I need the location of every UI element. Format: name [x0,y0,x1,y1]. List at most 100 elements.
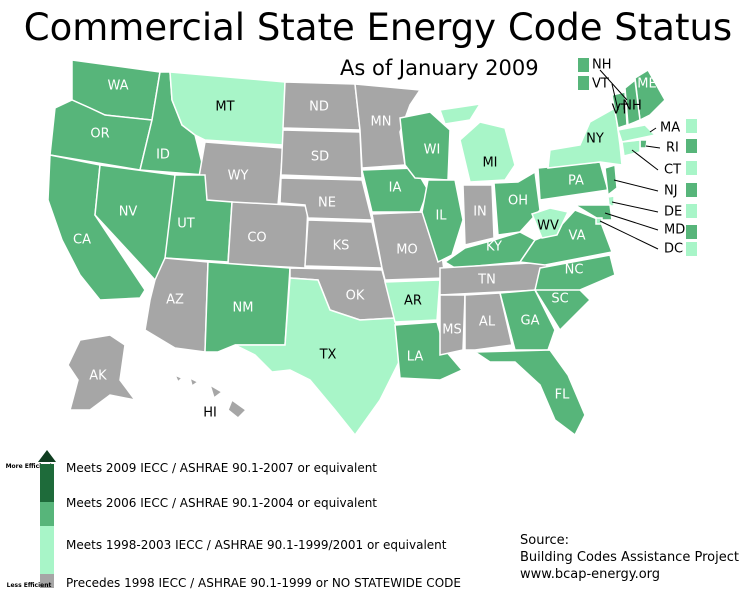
state-label-pa: PA [568,174,584,189]
state-label-ne: NE [318,196,336,211]
state-label-ca: CA [73,233,91,248]
state-label-vt: VT [612,103,629,118]
state-label-id: ID [156,148,170,163]
state-ar [384,279,441,323]
state-label-or: OR [90,127,109,142]
state-fl [472,349,586,437]
state-dc [595,217,603,225]
state-label-wa: WA [107,79,128,94]
state-label-ak: AK [89,369,107,384]
callout-swatch-ri [686,139,697,153]
callout-line-dc [599,220,659,250]
state-label-ny: NY [586,132,604,147]
state-label-nh: NH [622,99,642,114]
state-label-sd: SD [311,150,329,165]
state-label-fl: FL [555,388,570,403]
state-md [572,204,613,221]
less-efficient-label: Less Efficient [6,582,52,589]
state-label-in: IN [473,205,487,220]
state-label-ga: GA [521,314,540,329]
state-hi [173,373,248,420]
state-label-va: VA [569,229,586,244]
callout-swatch-ct [686,161,697,175]
legend-item-2009: Meets 2009 IECC / ASHRAE 90.1-2007 or eq… [66,461,378,475]
callout-line-md [604,212,659,231]
callout-line-ct [631,149,659,171]
state-label-mi: MI [482,156,497,171]
state-label-ut: UT [177,217,195,232]
more-efficient-label: More Efficient [5,463,53,470]
state-nc [534,254,616,291]
state-va [518,209,614,266]
legend-swatch-pre [40,574,54,588]
state-ms [439,294,466,356]
map-subtitle: As of January 2009 [340,56,539,80]
callout-swatch-dc [686,242,697,256]
state-label-ks: KS [333,239,350,254]
state-ny [547,106,623,169]
state-de [607,195,615,207]
state-label-wv: WV [537,219,559,234]
callout-line-ma [649,127,657,133]
legend-item-2006: Meets 2006 IECC / ASHRAE 90.1-2004 or eq… [66,496,378,510]
state-label-ok: OK [346,289,365,304]
legend-swatch-2006 [40,502,54,526]
state-label-co: CO [247,231,266,246]
state-label-nd: ND [309,100,329,115]
state-label-mo: MO [396,243,417,258]
callout-line-vt [611,83,619,111]
callout-swatch-vt [578,76,589,90]
legend-swatch-2009 [40,464,54,502]
state-label-hi: HI [203,406,217,421]
callout-label-ri: RI [666,141,679,156]
callout-swatch-md [686,225,697,239]
state-sd [280,129,363,179]
callout-label-de: DE [664,205,682,220]
callout-label-ma: MA [660,121,680,136]
state-label-nm: NM [233,301,254,316]
state-label-nv: NV [119,205,138,220]
legend-item-1998: Meets 1998-2003 IECC / ASHRAE 90.1-1999/… [66,538,447,552]
state-label-sc: SC [551,292,568,307]
legend-swatch-1998 [40,526,54,574]
state-co [227,201,309,269]
callout-label-ct: CT [664,163,681,178]
state-wv [530,207,570,239]
callout-swatch-nj [686,183,697,197]
source-url: www.bcap-energy.org [520,567,661,582]
state-label-wy: WY [228,169,249,184]
state-label-tx: TX [319,348,337,363]
callout-label-nj: NJ [664,184,678,199]
state-ri [639,139,648,149]
callout-swatch-de [686,204,697,218]
source-heading: Source: [520,533,570,548]
callout-label-nh: NH [592,58,612,73]
state-label-az: AZ [166,293,184,308]
state-ne [279,177,373,221]
us-state-map: WA OR CA ID NV MT WY UT CO AZ NM ND SD NE KS OK TX MN IA MO… [47,58,697,437]
state-label-me: ME [637,77,656,92]
state-nj [604,164,618,197]
state-label-nc: NC [565,263,584,278]
state-label-ar: AR [404,294,422,309]
legend-item-pre: Precedes 1998 IECC / ASHRAE 90.1-1999 or… [66,576,461,590]
state-label-mt: MT [215,100,234,115]
source-org: Building Codes Assistance Project [520,550,739,565]
callout-line-de [611,201,659,213]
state-in [462,184,495,246]
state-label-la: LA [407,350,424,365]
state-ct [621,139,641,157]
state-ga [499,289,556,351]
state-label-mn: MN [371,115,392,130]
callout-label-dc: DC [664,242,683,257]
state-label-tn: TN [477,273,496,288]
map-title: Commercial State Energy Code Status [23,6,733,49]
callout-swatch-nh [578,58,589,72]
callout-line-ri [645,145,661,149]
callout-line-nj [613,179,659,192]
state-ak [67,334,137,411]
state-label-ms: MS [442,323,461,338]
callout-label-md: MD [664,223,685,238]
state-oh [493,170,541,236]
state-label-ky: KY [486,240,502,255]
